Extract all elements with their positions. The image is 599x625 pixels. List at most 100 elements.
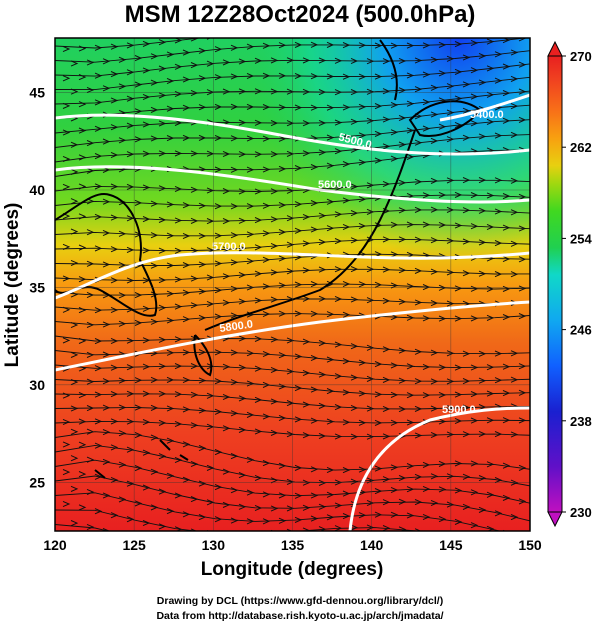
- chart-title: MSM 12Z28Oct2024 (500.0hPa): [125, 1, 476, 28]
- wind-arrow: [94, 418, 103, 425]
- wind-arrow: [494, 431, 503, 438]
- streamline: [55, 90, 530, 119]
- wind-arrow: [327, 538, 333, 543]
- wind-arrow: [262, 283, 271, 290]
- wind-arrow: [238, 119, 247, 126]
- wind-arrow: [134, 404, 143, 411]
- wind-arrow: [174, 185, 183, 193]
- wind-arrow: [62, 129, 71, 136]
- wind-arrow: [182, 134, 191, 141]
- wind-arrow: [478, 475, 487, 482]
- wind-arrow: [78, 441, 87, 448]
- wind-arrow: [223, 530, 224, 531]
- wind-arrow: [222, 425, 231, 432]
- y-tick-label: 25: [29, 474, 45, 490]
- wind-arrow: [142, 519, 151, 527]
- wind-arrow: [342, 513, 351, 520]
- wind-arrow: [287, 28, 293, 33]
- wind-arrow: [414, 299, 423, 306]
- wind-arrow: [166, 77, 175, 85]
- wind-arrow: [519, 569, 525, 574]
- wind-arrow: [86, 167, 95, 174]
- wind-arrow: [454, 68, 463, 75]
- wind-arrow: [62, 441, 71, 448]
- wind-arrow: [166, 262, 175, 269]
- wind-arrow: [422, 71, 431, 78]
- contour-5500: [55, 113, 530, 156]
- wind-arrow: [214, 449, 223, 456]
- wind-arrow: [390, 221, 399, 228]
- wind-arrow: [246, 231, 255, 238]
- wind-arrow: [230, 517, 239, 524]
- wind-arrow: [446, 405, 455, 412]
- wind-arrow: [62, 418, 71, 426]
- wind-arrow: [310, 310, 319, 317]
- ryukyu-islands: [94, 439, 189, 479]
- wind-arrow: [110, 214, 119, 221]
- x-tick-label: 135: [281, 537, 305, 553]
- honshu-coast: [204, 129, 416, 331]
- wind-arrow: [438, 418, 447, 425]
- wind-arrow: [478, 133, 487, 140]
- wind-arrow: [438, 486, 447, 493]
- wind-arrow: [270, 216, 279, 223]
- wind-arrow: [446, 300, 455, 307]
- wind-arrow: [110, 476, 119, 484]
- colorbar-tick-label: 246: [570, 323, 592, 338]
- wind-arrow: [398, 526, 407, 531]
- y-tick-label: 35: [29, 279, 45, 295]
- contour-label-5700: 5700.0: [212, 241, 246, 253]
- wind-arrow: [462, 54, 471, 61]
- wind-arrow: [414, 378, 423, 385]
- wind-arrow: [262, 230, 271, 237]
- wind-arrow: [206, 363, 215, 370]
- wind-arrow: [166, 105, 175, 112]
- wind-arrow: [398, 498, 407, 505]
- wind-arrow: [318, 89, 327, 96]
- wind-arrow: [454, 391, 463, 398]
- wind-arrow: [350, 296, 359, 303]
- wind-arrow: [374, 73, 383, 80]
- wind-arrow: [198, 166, 207, 173]
- colorbar-bottom-triangle: [547, 511, 563, 528]
- wind-arrow: [302, 504, 311, 511]
- wind-arrow: [126, 277, 135, 284]
- wind-arrow: [238, 395, 247, 402]
- wind-arrow: [470, 223, 479, 230]
- wind-arrow: [246, 350, 255, 357]
- wind-arrow: [174, 391, 183, 398]
- wind-arrow: [62, 75, 71, 82]
- wind-arrow: [222, 119, 231, 126]
- wind-arrow: [486, 91, 495, 98]
- wind-arrow: [174, 492, 183, 499]
- wind-arrow: [494, 271, 503, 278]
- wind-arrow: [286, 187, 295, 194]
- wind-arrow: [278, 72, 287, 79]
- wind-arrow: [158, 523, 167, 530]
- wind-arrow: [182, 406, 191, 413]
- wind-arrow: [174, 456, 183, 464]
- wind-arrow: [382, 143, 391, 150]
- wind-arrow: [166, 290, 175, 297]
- wind-arrow: [350, 266, 359, 273]
- wind-arrow: [286, 241, 295, 248]
- wind-arrow: [502, 390, 511, 397]
- wind-arrow: [366, 297, 375, 304]
- wind-arrow: [470, 315, 479, 322]
- wind-arrow: [222, 218, 231, 225]
- wind-arrow: [486, 314, 495, 321]
- wind-arrow: [150, 404, 159, 411]
- wind-arrow: [326, 162, 335, 169]
- wind-arrow: [406, 42, 415, 49]
- wind-arrow: [494, 240, 503, 247]
- wind-arrow: [94, 338, 103, 345]
- wind-arrow: [390, 251, 399, 258]
- wind-arrow: [358, 359, 367, 366]
- wind-arrow: [486, 417, 495, 424]
- wind-arrow: [94, 307, 103, 314]
- wind-arrow: [415, 28, 421, 33]
- wind-arrow: [326, 134, 335, 141]
- wind-arrow: [94, 153, 103, 160]
- wind-arrow: [270, 505, 279, 512]
- wind-arrow: [326, 225, 335, 232]
